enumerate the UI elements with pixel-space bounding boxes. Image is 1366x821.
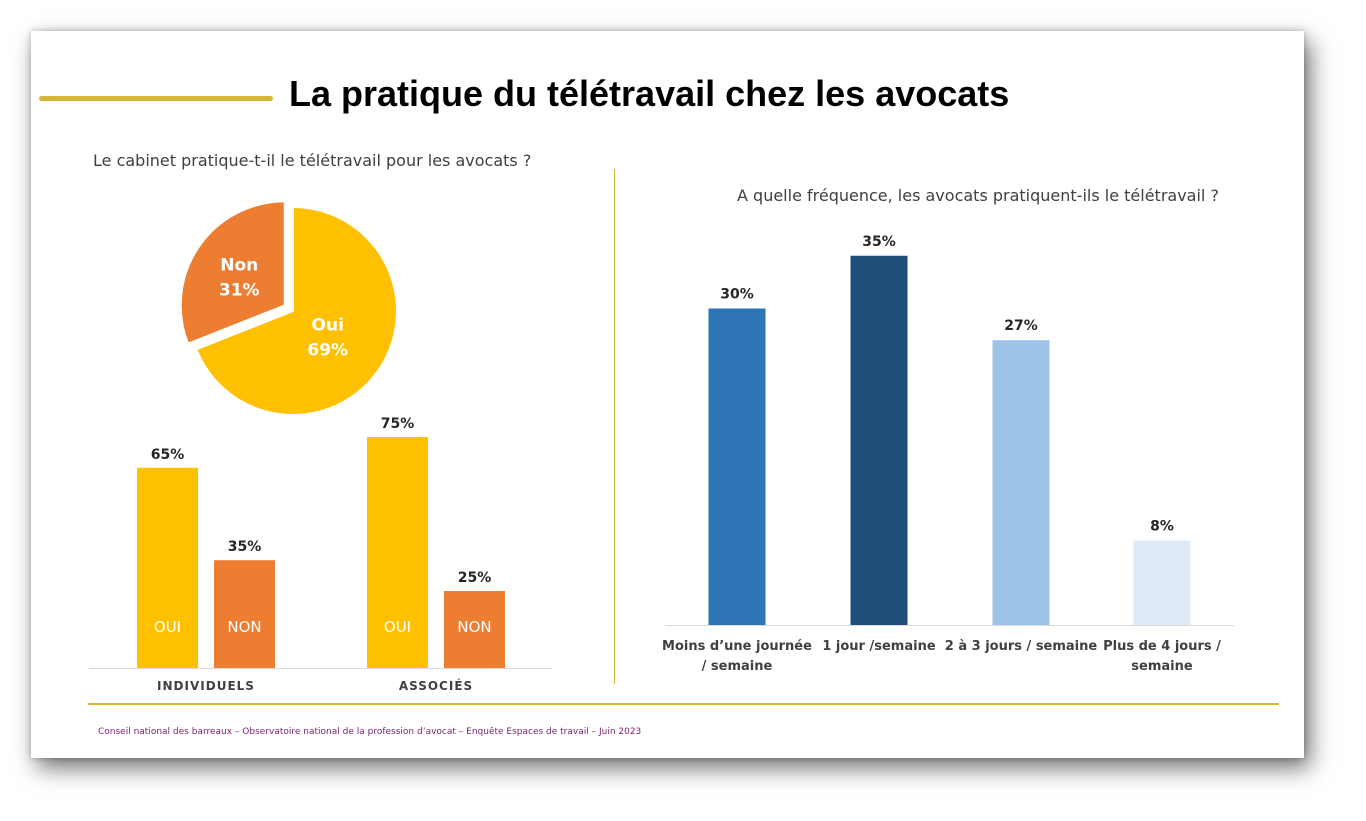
bar-value-label: 25% <box>458 570 492 586</box>
pie-slice-oui <box>195 205 398 416</box>
frequency-bar <box>992 340 1050 625</box>
bar-non-individuels <box>214 560 275 668</box>
bar-value-label: 75% <box>381 416 415 432</box>
bar-inner-label: OUI <box>154 618 181 636</box>
bar-non-associes <box>444 591 505 668</box>
pie-label-oui: Oui <box>312 316 344 336</box>
bar-oui-individuels <box>137 467 198 668</box>
bar-value-label: 65% <box>151 447 185 463</box>
frequency-bar <box>708 308 766 625</box>
frequency-category-label: Plus de 4 jours / <box>1103 639 1221 654</box>
bar-inner-label: OUI <box>384 618 411 636</box>
pie-slice-non <box>179 200 286 345</box>
frequency-value-label: 8% <box>1150 519 1174 535</box>
pie-value-oui: 69% <box>307 341 348 361</box>
frequency-category-label: / semaine <box>702 659 773 674</box>
page-title: La pratique du télétravail chez les avoc… <box>289 73 1010 114</box>
group-label-associes: ASSOCIÉS <box>399 678 473 693</box>
footer-source: Conseil national des barreaux – Observat… <box>98 727 642 737</box>
frequency-category-label: 1 jour /semaine <box>822 639 935 654</box>
frequency-value-label: 30% <box>720 287 754 303</box>
frequency-chart-question: A quelle fréquence, les avocats pratique… <box>737 186 1219 205</box>
frequency-category-label: 2 à 3 jours / semaine <box>945 639 1098 654</box>
pie-chart-question: Le cabinet pratique-t-il le télétravail … <box>93 151 532 170</box>
frequency-value-label: 27% <box>1004 318 1038 334</box>
bar-value-label: 35% <box>228 539 262 555</box>
slide: La pratique du télétravail chez les avoc… <box>31 31 1304 758</box>
vertical-divider <box>614 169 615 684</box>
group-label-individuels: INDIVIDUELS <box>157 679 255 693</box>
frequency-value-label: 35% <box>862 234 896 250</box>
horizontal-divider <box>88 703 1279 705</box>
pie-label-non: Non <box>220 255 258 275</box>
title-accent-line <box>39 96 273 101</box>
bar-inner-label: NON <box>457 618 491 636</box>
frequency-bar <box>850 255 908 625</box>
bar-inner-label: NON <box>227 618 261 636</box>
frequency-category-label: semaine <box>1131 659 1193 674</box>
charts-canvas: Oui 69% Non 31% 65% OUI 35% NON INDIVIDUELS 75% OU… <box>89 200 1234 693</box>
pie-value-non: 31% <box>219 280 260 300</box>
frequency-category-label: Moins d’une journée <box>662 639 812 654</box>
bar-oui-associes <box>367 437 428 668</box>
frequency-bar <box>1133 540 1191 625</box>
